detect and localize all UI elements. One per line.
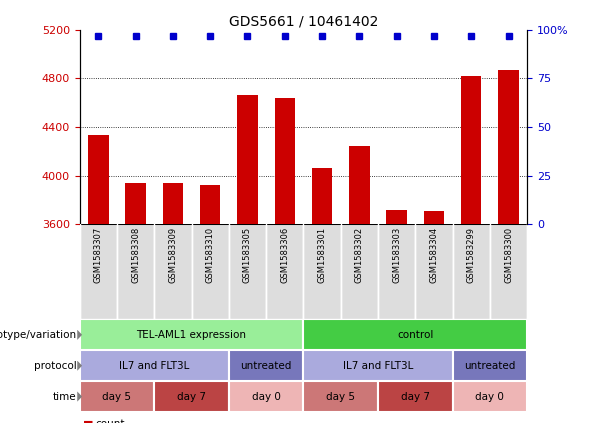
Text: count: count xyxy=(95,419,124,423)
Bar xyxy=(341,224,378,319)
Bar xyxy=(452,381,527,412)
Text: GSM1583309: GSM1583309 xyxy=(169,227,177,283)
Bar xyxy=(80,319,303,350)
Bar xyxy=(191,224,229,319)
Text: day 5: day 5 xyxy=(326,392,355,401)
Text: control: control xyxy=(397,330,433,340)
Bar xyxy=(386,209,407,224)
Bar xyxy=(229,350,303,381)
Bar xyxy=(378,381,452,412)
Text: GSM1583301: GSM1583301 xyxy=(318,227,327,283)
Bar xyxy=(80,350,229,381)
Bar xyxy=(266,224,303,319)
Bar xyxy=(88,135,109,224)
Bar xyxy=(378,224,415,319)
Bar xyxy=(80,224,117,319)
Text: day 0: day 0 xyxy=(252,392,281,401)
Bar xyxy=(126,183,146,224)
Bar xyxy=(303,350,452,381)
Bar xyxy=(452,224,490,319)
Bar xyxy=(303,381,378,412)
Text: GSM1583300: GSM1583300 xyxy=(504,227,513,283)
Bar xyxy=(154,224,191,319)
Text: protocol: protocol xyxy=(34,361,77,371)
Bar xyxy=(312,168,332,224)
Text: GSM1583305: GSM1583305 xyxy=(243,227,252,283)
Text: untreated: untreated xyxy=(464,361,516,371)
Text: GSM1583303: GSM1583303 xyxy=(392,227,401,283)
Bar xyxy=(237,95,257,224)
Bar xyxy=(498,70,519,224)
Text: day 0: day 0 xyxy=(476,392,504,401)
Text: GSM1583310: GSM1583310 xyxy=(206,227,215,283)
Bar xyxy=(154,381,229,412)
Text: GSM1583306: GSM1583306 xyxy=(280,227,289,283)
Text: GSM1583304: GSM1583304 xyxy=(430,227,438,283)
Text: GSM1583299: GSM1583299 xyxy=(466,227,476,283)
Bar xyxy=(229,224,266,319)
Bar xyxy=(80,381,154,412)
Bar xyxy=(416,224,452,319)
Polygon shape xyxy=(77,392,82,402)
Text: time: time xyxy=(53,392,77,401)
Text: IL7 and FLT3L: IL7 and FLT3L xyxy=(119,361,189,371)
Bar xyxy=(303,224,341,319)
Text: day 7: day 7 xyxy=(401,392,430,401)
Title: GDS5661 / 10461402: GDS5661 / 10461402 xyxy=(229,14,378,28)
Bar xyxy=(303,319,527,350)
Bar xyxy=(490,224,527,319)
Text: TEL-AML1 expression: TEL-AML1 expression xyxy=(137,330,246,340)
Bar xyxy=(461,76,481,224)
Text: IL7 and FLT3L: IL7 and FLT3L xyxy=(343,361,413,371)
Bar xyxy=(162,183,183,224)
Polygon shape xyxy=(77,330,82,340)
Text: untreated: untreated xyxy=(240,361,292,371)
Text: genotype/variation: genotype/variation xyxy=(0,330,77,340)
Bar xyxy=(275,98,295,224)
Text: GSM1583308: GSM1583308 xyxy=(131,227,140,283)
Text: day 7: day 7 xyxy=(177,392,206,401)
Bar xyxy=(200,185,221,224)
Bar xyxy=(229,381,303,412)
Bar xyxy=(424,211,444,224)
Bar xyxy=(452,350,527,381)
Polygon shape xyxy=(77,360,82,371)
Bar xyxy=(117,224,154,319)
Text: GSM1583307: GSM1583307 xyxy=(94,227,103,283)
Bar xyxy=(349,146,370,224)
Text: GSM1583302: GSM1583302 xyxy=(355,227,364,283)
Text: ■: ■ xyxy=(83,419,93,423)
Text: day 5: day 5 xyxy=(102,392,131,401)
